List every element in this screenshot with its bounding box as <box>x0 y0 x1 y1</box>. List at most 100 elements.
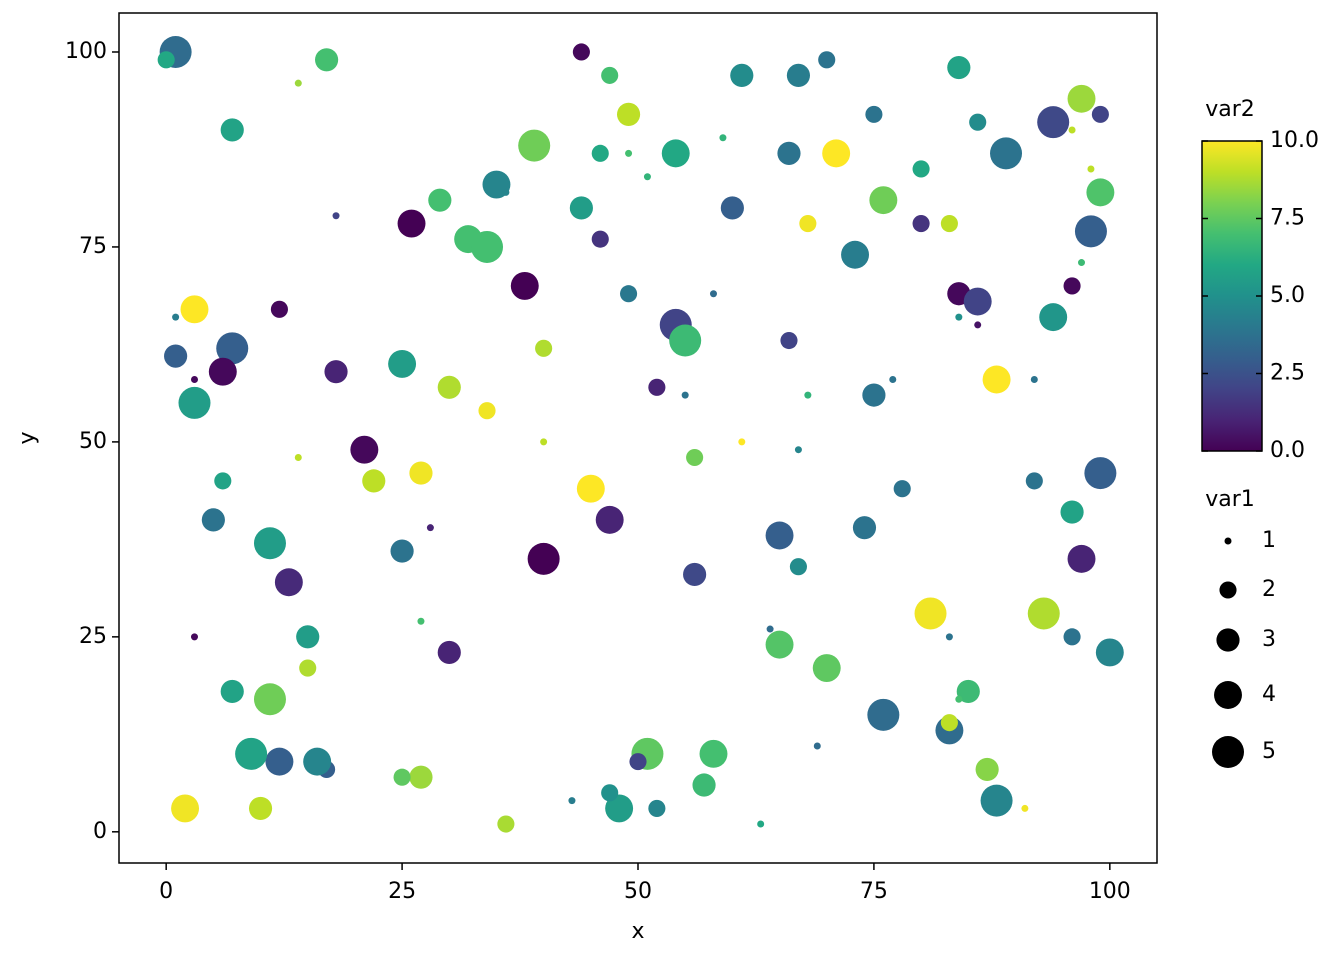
point <box>510 271 539 300</box>
point <box>190 376 198 384</box>
point <box>350 435 379 464</box>
point <box>497 815 515 833</box>
point <box>324 360 348 384</box>
point <box>841 240 870 269</box>
point <box>1063 277 1081 295</box>
point <box>720 196 744 220</box>
x-tick-label: 50 <box>624 879 652 904</box>
point <box>765 521 794 550</box>
point <box>889 376 897 384</box>
point <box>738 438 746 446</box>
point <box>1027 597 1060 630</box>
point <box>669 324 702 357</box>
point <box>1025 472 1043 490</box>
point <box>648 378 666 396</box>
colorbar-title: var2 <box>1205 97 1255 122</box>
x-axis-label: x <box>631 919 644 944</box>
point <box>595 505 624 534</box>
point <box>625 149 633 157</box>
size-legend-marker <box>1214 681 1242 709</box>
point <box>265 747 294 776</box>
point <box>869 186 898 215</box>
point <box>253 683 286 716</box>
point <box>818 51 836 69</box>
point <box>409 765 433 789</box>
point <box>765 630 794 659</box>
point <box>945 633 953 641</box>
point <box>794 446 802 454</box>
point <box>969 113 987 131</box>
plot-frame <box>118 12 1158 864</box>
size-legend-marker <box>1219 581 1237 599</box>
point <box>629 753 647 771</box>
point <box>601 66 619 84</box>
point <box>502 188 510 196</box>
point <box>974 321 982 329</box>
point <box>201 508 225 532</box>
point <box>568 797 576 805</box>
colorbar-tick-label: 0.0 <box>1270 438 1305 463</box>
point <box>1078 259 1086 267</box>
point <box>178 386 211 419</box>
point <box>171 794 200 823</box>
point <box>428 188 452 212</box>
point <box>955 313 963 321</box>
point <box>766 625 774 633</box>
point <box>535 339 553 357</box>
point <box>940 714 958 732</box>
y-tick-label: 100 <box>65 39 107 64</box>
point <box>220 118 244 142</box>
point <box>648 799 666 817</box>
point <box>253 527 286 560</box>
point <box>661 139 690 168</box>
point <box>572 43 590 61</box>
point <box>576 474 605 503</box>
point <box>417 617 425 625</box>
point <box>686 448 704 467</box>
y-tick-label: 25 <box>79 624 107 649</box>
y-axis-label: y <box>15 431 40 444</box>
colorbar <box>1201 140 1263 452</box>
point <box>214 472 232 490</box>
point <box>1084 457 1117 490</box>
colorbar-tick-label: 7.5 <box>1270 206 1305 231</box>
point <box>190 633 198 641</box>
point <box>248 796 273 820</box>
point <box>390 539 414 563</box>
point <box>730 63 754 87</box>
point <box>518 129 551 162</box>
point <box>527 542 560 575</box>
point <box>180 295 209 324</box>
colorbar-tick-label: 10.0 <box>1270 128 1319 153</box>
point <box>591 144 609 162</box>
point <box>478 402 496 420</box>
point <box>1068 126 1076 134</box>
point <box>865 105 883 123</box>
point <box>912 214 930 233</box>
point <box>601 784 619 802</box>
point <box>757 820 765 828</box>
point <box>681 391 689 399</box>
point <box>540 438 548 446</box>
point <box>963 287 992 316</box>
point <box>591 230 609 248</box>
point <box>975 757 999 782</box>
point <box>315 48 339 72</box>
point <box>437 640 461 665</box>
point <box>605 794 634 823</box>
point <box>893 480 911 498</box>
point <box>620 285 638 303</box>
point <box>940 214 958 233</box>
point <box>216 332 249 365</box>
point <box>172 313 180 321</box>
point <box>1063 628 1081 646</box>
point <box>709 290 717 298</box>
x-tick-label: 25 <box>388 879 416 904</box>
point <box>220 679 244 704</box>
colorbar-tick-label: 2.5 <box>1270 361 1305 386</box>
x-tick-label: 100 <box>1089 879 1131 904</box>
point <box>914 597 947 630</box>
point <box>947 56 971 80</box>
point <box>699 739 728 768</box>
point <box>437 375 461 399</box>
